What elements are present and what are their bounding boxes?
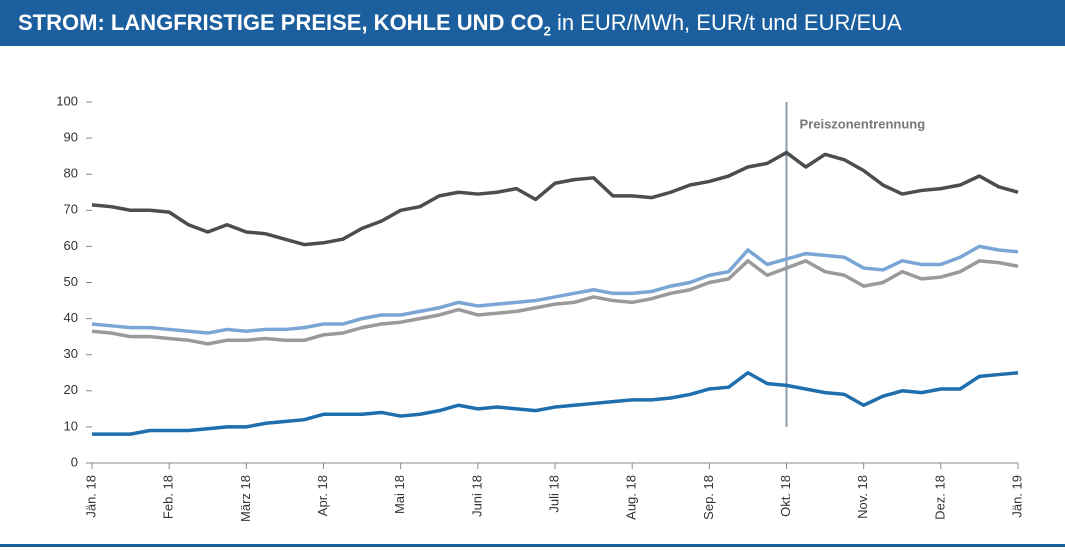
chart-title: STROM: LANGFRISTIGE PREISE, KOHLE UND CO [18,10,544,35]
y-tick-label: 60 [64,238,78,253]
y-tick-label: 90 [64,130,78,145]
y-tick-label: 100 [56,93,78,108]
x-tick-label: Feb. 18 [161,475,176,519]
y-tick-label: 30 [64,346,78,361]
title-bar: STROM: LANGFRISTIGE PREISE, KOHLE UND CO… [0,0,1065,46]
y-tick-label: 0 [71,454,78,469]
series-line [91,259,1019,346]
x-tick-label: Okt. 18 [778,475,793,517]
annotation-text: Preiszonentrennung [800,116,926,131]
x-tick-label: Juni 18 [469,475,484,517]
x-tick-label: März 18 [238,475,253,522]
x-tick-label: Jän. 19 [1009,475,1024,518]
x-tick-label: Juli 18 [546,475,561,513]
x-tick-label: Aug. 18 [624,475,639,520]
x-tick-label: Apr. 18 [315,475,330,516]
y-tick-label: 20 [64,382,78,397]
x-tick-label: Nov. 18 [855,475,870,519]
x-tick-label: Jän. 18 [83,475,98,518]
y-tick-label: 10 [64,418,78,433]
x-tick-label: Sep. 18 [701,475,716,520]
y-tick-label: 70 [64,202,78,217]
y-tick-label: 40 [64,310,78,325]
y-tick-label: 50 [64,274,78,289]
series-line [91,244,1019,335]
series-line [91,150,1019,247]
y-tick-label: 80 [64,166,78,181]
chart: 0 10 20 30 40 50 60 70 80 90 100 Jän. 18 Feb. 18 März… [56,93,1024,522]
x-tick-label: Dez. 18 [932,475,947,520]
chart-subtitle: in EUR/MWh, EUR/t und EUR/EUA [556,10,902,35]
title-subscript: 2 [543,23,551,39]
bottom-rule [0,544,1065,547]
x-tick-label: Mai 18 [392,475,407,514]
series-line [92,371,1019,436]
